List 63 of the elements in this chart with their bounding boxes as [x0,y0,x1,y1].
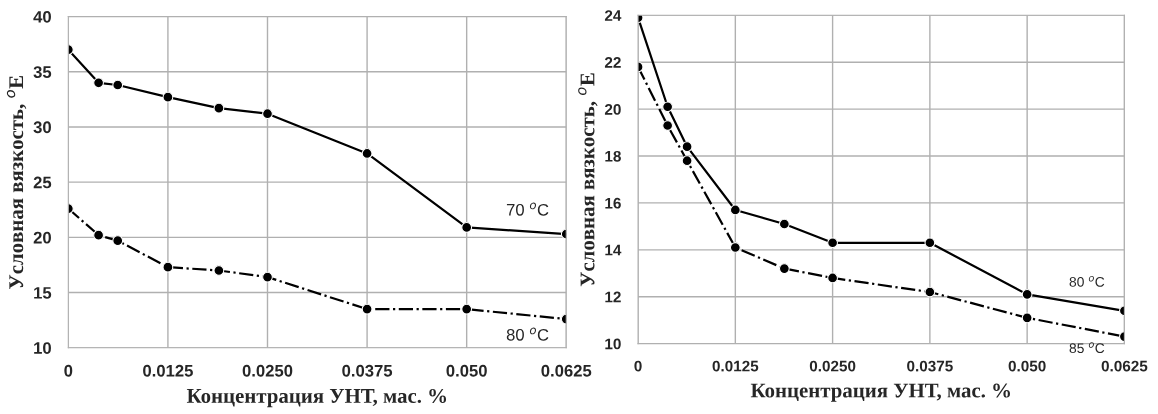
point [924,286,936,298]
series-label: 70 $^{o}$C [506,202,549,216]
series-label: 80 $^{o}$C [506,327,549,341]
point [778,218,790,230]
point [681,141,693,153]
point [162,91,174,103]
y-tick-label: 30 [33,121,51,134]
y-tick-label: 20 [33,231,51,244]
y-tick-label: 40 [33,10,51,23]
point [461,222,473,233]
point [461,303,473,315]
y-tick-label: 24 [604,10,622,21]
y-axis-title: Условная вязкость, $^{o}$E [6,76,27,289]
point [93,229,104,241]
point [262,271,273,283]
point [662,101,674,113]
point [112,79,124,91]
point [112,235,124,247]
point [262,108,273,120]
y-tick-label: 10 [34,342,51,354]
y-tick-label: 10 [605,338,621,350]
x-tick-label: 0.0125 [143,364,193,377]
point [213,265,225,276]
y-tick-label: 14 [605,244,622,256]
y-tick-label: 16 [605,197,621,209]
x-tick-label: 0.0625 [1101,360,1148,372]
x-tick-label: 0.0375 [342,364,393,377]
point [1021,312,1033,324]
point [93,77,104,89]
point [213,102,225,114]
x-tick-label: 0.0375 [907,360,953,372]
x-tick-label: 0.0250 [809,360,856,372]
point [662,120,674,131]
y-tick-label: 25 [33,176,52,189]
point [361,303,373,315]
x-tick-label: 0.0625 [541,364,592,377]
x-tick-label: 0 [64,364,73,377]
point [778,263,790,274]
point [729,204,741,216]
point [924,237,936,249]
y-tick-label: 22 [604,57,621,68]
x-tick-label: 0.0125 [712,360,759,372]
x-tick-label: 0 [634,360,642,372]
x-axis-title: Концентрация УНТ, мас. % [186,388,447,408]
y-tick-label: 20 [604,103,621,115]
x-axis-title: Концентрация УНТ, мас. % [750,383,1010,402]
x-tick-label: 0.050 [1008,360,1046,372]
x-tick-label: 0.0250 [242,364,293,377]
point [729,242,741,253]
point [1021,288,1033,300]
point [361,148,373,159]
y-tick-label: 35 [33,66,52,78]
point [681,155,693,167]
point [827,237,838,249]
y-tick-label: 18 [605,150,621,162]
y-tick-label: 12 [605,291,621,303]
y-axis-title: Условная вязкость, $^{o}$E [578,73,598,287]
y-tick-label: 15 [34,287,52,299]
point [162,261,174,273]
series-label: 85 $^{o}$C [1069,342,1105,354]
series-label: 80 $^{o}$C [1069,275,1105,287]
x-tick-label: 0.050 [446,364,487,377]
point [827,272,838,284]
